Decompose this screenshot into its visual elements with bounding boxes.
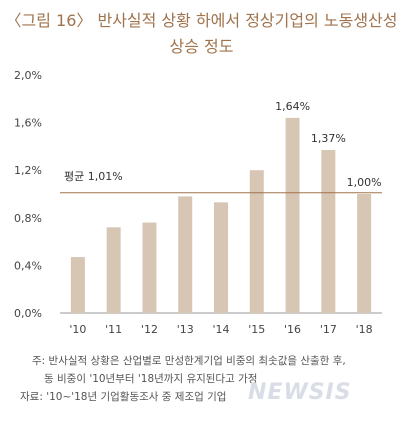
x-tick-label: '10 xyxy=(69,323,86,336)
data-label: 1,37% xyxy=(311,132,346,145)
data-label: 1,00% xyxy=(347,176,382,189)
note-line-2: 동 비중이 '10년부터 '18년까지 유지된다고 가정 xyxy=(44,373,258,385)
x-tick-label: '14 xyxy=(212,323,229,336)
note-line-1: 주: 반사실적 상황은 산업별로 만성한계기업 비중의 최솟값을 산출한 후, xyxy=(32,355,346,367)
y-tick-label: 0,4% xyxy=(14,259,42,272)
x-tick-label: '13 xyxy=(177,323,194,336)
y-tick-label: 2,0% xyxy=(14,69,42,82)
y-tick-label: 1,2% xyxy=(14,164,42,177)
bar xyxy=(249,170,264,313)
x-tick-label: '17 xyxy=(320,323,337,336)
y-tick-label: 0,8% xyxy=(14,212,42,225)
chart-title-line2: 상승 정도 xyxy=(169,37,234,56)
bar xyxy=(178,196,193,313)
bar xyxy=(285,117,300,313)
chart-notes: 주: 반사실적 상황은 산업별로 만성한계기업 비중의 최솟값을 산출한 후, … xyxy=(0,352,403,406)
source-line: 자료: '10~'18년 기업활동조사 중 제조업 기업 xyxy=(20,391,227,403)
data-label: 1,64% xyxy=(275,100,310,113)
bar xyxy=(142,222,157,313)
bar xyxy=(357,194,372,313)
bar xyxy=(214,202,228,313)
x-tick-label: '12 xyxy=(141,323,158,336)
watermark-logo: NEWSIS xyxy=(248,380,352,405)
x-tick-label: '11 xyxy=(105,323,122,336)
average-label: 평균 1,01% xyxy=(64,170,123,183)
bar xyxy=(70,257,85,313)
chart-title-line1: 〈그림 16〉 반사실적 상황 하에서 정상기업의 노동생산성 xyxy=(5,11,398,30)
x-tick-label: '16 xyxy=(284,323,301,336)
y-tick-label: 1,6% xyxy=(14,117,42,130)
bar xyxy=(106,227,121,313)
y-tick-label: 0,0% xyxy=(14,307,42,320)
x-tick-label: '15 xyxy=(248,323,265,336)
x-tick-label: '18 xyxy=(356,323,373,336)
bar xyxy=(321,149,336,313)
